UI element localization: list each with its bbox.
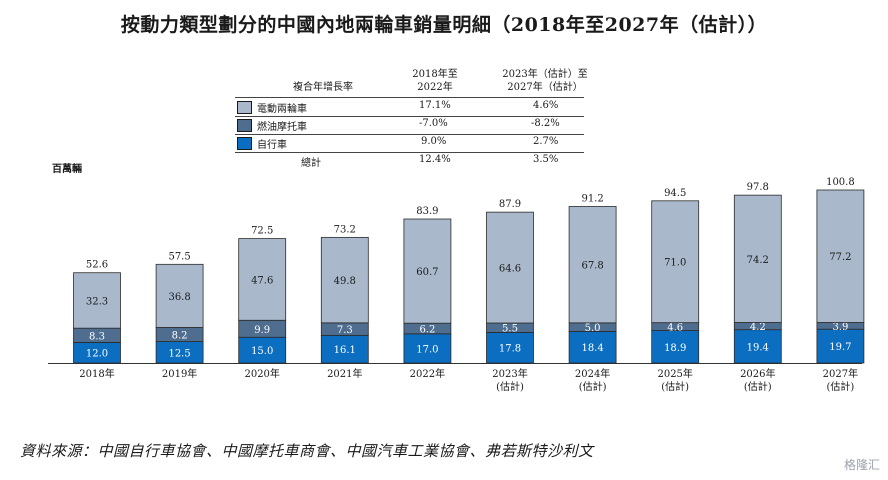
cagr-divider-1 bbox=[235, 116, 584, 117]
bar-segment-3-2 bbox=[155, 263, 204, 328]
legend-label-total: 總計 bbox=[301, 158, 321, 169]
data-label-1-4: 16.1 bbox=[334, 345, 356, 356]
total-label-5: 83.9 bbox=[416, 206, 438, 217]
bar-segment-1-5 bbox=[403, 333, 452, 364]
x-tick-label-6: 2023年(估計) bbox=[492, 367, 527, 393]
total-label-9: 97.8 bbox=[747, 182, 769, 193]
x-tick-label-1: 2018年 bbox=[79, 367, 114, 380]
data-label-2-1: 8.3 bbox=[89, 331, 105, 342]
cagr-row-motorcycle: 燃油摩托車 -7.0% -8.2% bbox=[235, 118, 620, 134]
x-tick-label-10: 2027年(估計) bbox=[823, 367, 858, 393]
cagr-header-period1: 2018年至 2022年 bbox=[412, 69, 458, 93]
total-label-6: 87.9 bbox=[499, 199, 521, 210]
bar-segment-1-10 bbox=[816, 328, 865, 364]
data-label-2-9: 4.2 bbox=[750, 322, 766, 333]
legend-swatch-electric bbox=[237, 101, 252, 114]
x-tick-label-2: 2019年 bbox=[162, 367, 197, 380]
cagr-total-period1: 12.4% bbox=[419, 154, 451, 165]
data-label-2-5: 6.2 bbox=[419, 325, 435, 336]
bar-segment-3-3 bbox=[238, 238, 287, 321]
data-label-2-7: 5.0 bbox=[585, 323, 601, 334]
legend-label-bicycle: 自行車 bbox=[257, 140, 287, 151]
x-tick-label-9: 2026年(估計) bbox=[740, 367, 775, 393]
bar-segment-1-3 bbox=[238, 336, 287, 364]
data-label-2-10: 3.9 bbox=[832, 322, 848, 333]
data-label-3-8: 71.0 bbox=[664, 258, 686, 269]
data-label-1-7: 18.4 bbox=[581, 343, 603, 354]
data-label-2-4: 7.3 bbox=[337, 325, 353, 336]
cagr-total-period2: 3.5% bbox=[533, 154, 559, 165]
bar-segment-3-6 bbox=[486, 211, 534, 324]
data-label-1-6: 17.8 bbox=[499, 344, 521, 355]
total-label-4: 73.2 bbox=[334, 224, 356, 235]
data-label-1-9: 19.4 bbox=[747, 342, 769, 353]
bar-segment-1-6 bbox=[486, 332, 534, 364]
bar-segment-3-7 bbox=[568, 206, 617, 324]
x-tick-label-7: 2024年(估計) bbox=[575, 367, 610, 393]
cagr-row-bicycle: 自行車 9.0% 2.7% bbox=[235, 136, 620, 152]
data-label-3-1: 32.3 bbox=[86, 296, 108, 307]
data-label-3-4: 49.8 bbox=[334, 276, 356, 287]
cagr-divider-2 bbox=[235, 134, 584, 135]
cagr-bicycle-period1: 9.0% bbox=[421, 136, 447, 147]
bar-segment-1-9 bbox=[733, 329, 782, 364]
cagr-row-total: 總計 12.4% 3.5% bbox=[235, 154, 620, 170]
chart-title: 按動力類型劃分的中國內地兩輪車銷量明細（2018年至2027年（估計）） bbox=[120, 14, 768, 36]
cagr-electric-period1: 17.1% bbox=[419, 100, 451, 111]
cagr-electric-period2: 4.6% bbox=[533, 100, 559, 111]
cagr-motorcycle-period1: -7.0% bbox=[419, 118, 448, 129]
x-tick-label-4: 2021年 bbox=[327, 367, 362, 380]
bar-segment-3-5 bbox=[403, 218, 452, 324]
source-note: 資料來源：中國自行車協會、中國摩托車商會、中國汽車工業協會、弗若斯特沙利文 bbox=[20, 442, 594, 460]
data-label-1-5: 17.0 bbox=[416, 344, 438, 355]
x-tick-label-8: 2025年(估計) bbox=[657, 367, 692, 393]
data-label-3-3: 47.6 bbox=[251, 275, 273, 286]
data-label-1-3: 15.0 bbox=[251, 346, 273, 357]
legend-label-motorcycle: 燃油摩托車 bbox=[257, 122, 307, 133]
total-label-7: 91.2 bbox=[581, 193, 603, 204]
bar-segment-3-8 bbox=[651, 200, 700, 324]
cagr-header-divider bbox=[235, 97, 584, 98]
data-label-2-3: 9.9 bbox=[254, 325, 270, 336]
cagr-header-row: 複合年增長率 2018年至 2022年 2023年（估計）至 2027年（估計） bbox=[235, 68, 620, 96]
data-label-2-2: 8.2 bbox=[172, 331, 188, 342]
bar-segment-3-4 bbox=[320, 236, 369, 324]
bar-segment-1-4 bbox=[320, 334, 369, 364]
data-label-3-9: 74.2 bbox=[747, 255, 769, 266]
legend-swatch-bicycle bbox=[237, 137, 252, 150]
bar-segment-3-1 bbox=[73, 272, 121, 329]
cagr-bicycle-period2: 2.7% bbox=[533, 136, 559, 147]
data-label-3-10: 77.2 bbox=[829, 252, 851, 263]
cagr-divider-3 bbox=[235, 152, 584, 153]
bar-segment-3-10 bbox=[816, 189, 865, 323]
data-label-3-5: 60.7 bbox=[416, 267, 438, 278]
cagr-header-label: 複合年增長率 bbox=[293, 82, 353, 93]
total-label-8: 94.5 bbox=[664, 188, 686, 199]
x-tick-label-3: 2020年 bbox=[244, 367, 279, 380]
data-label-1-1: 12.0 bbox=[86, 349, 108, 360]
data-label-3-2: 36.8 bbox=[168, 292, 190, 303]
total-label-2: 57.5 bbox=[168, 251, 190, 262]
bar-segment-3-9 bbox=[733, 194, 782, 323]
cagr-motorcycle-period2: -8.2% bbox=[531, 118, 560, 129]
data-label-3-7: 67.8 bbox=[581, 261, 603, 272]
cagr-header-period2: 2023年（估計）至 2027年（估計） bbox=[502, 69, 588, 93]
data-label-3-6: 64.6 bbox=[499, 264, 521, 275]
bar-segment-1-8 bbox=[651, 330, 700, 364]
x-tick-label-5: 2022年 bbox=[410, 367, 445, 380]
unit-label: 百萬輛 bbox=[52, 164, 82, 175]
data-label-1-2: 12.5 bbox=[168, 348, 190, 359]
data-label-2-8: 4.6 bbox=[667, 323, 683, 334]
total-label-1: 52.6 bbox=[86, 260, 108, 271]
legend-swatch-motorcycle bbox=[237, 119, 252, 132]
data-label-1-8: 18.9 bbox=[664, 343, 686, 354]
total-label-10: 100.8 bbox=[826, 177, 855, 188]
cagr-row-electric: 電動兩輪車 17.1% 4.6% bbox=[235, 100, 620, 116]
data-label-1-10: 19.7 bbox=[829, 342, 851, 353]
watermark-logo: 格隆汇 bbox=[843, 458, 880, 472]
data-label-2-6: 5.5 bbox=[502, 324, 518, 335]
legend-label-electric: 電動兩輪車 bbox=[257, 104, 307, 115]
total-label-3: 72.5 bbox=[251, 226, 273, 237]
